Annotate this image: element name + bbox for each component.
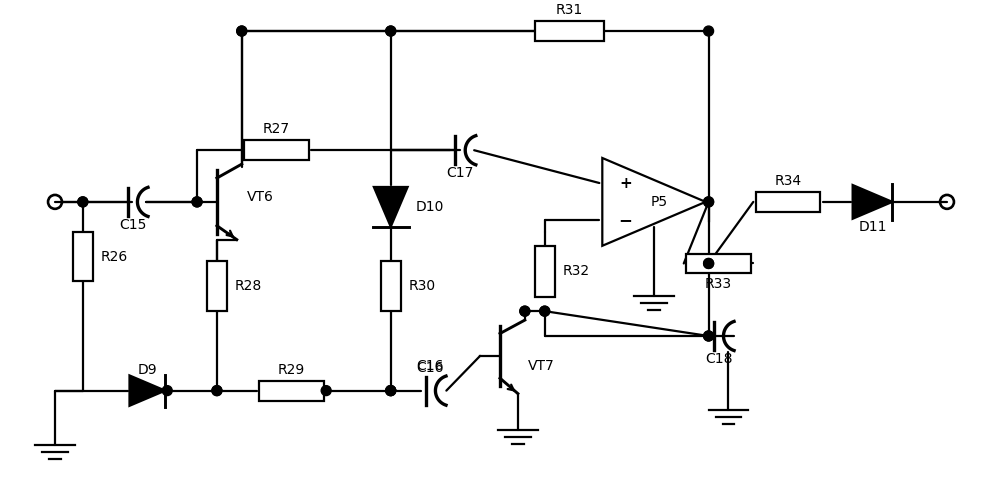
Circle shape [162,386,172,396]
FancyBboxPatch shape [535,246,555,297]
Circle shape [212,386,222,396]
FancyBboxPatch shape [73,232,93,281]
Circle shape [704,26,714,36]
Text: D9: D9 [138,363,157,377]
Circle shape [321,386,331,396]
Circle shape [78,197,88,207]
Polygon shape [853,185,892,219]
Circle shape [237,26,247,36]
Circle shape [386,386,396,396]
Circle shape [386,26,396,36]
Circle shape [540,306,550,316]
Circle shape [704,331,714,341]
Text: C18: C18 [705,352,732,366]
Polygon shape [129,375,165,406]
Circle shape [386,26,396,36]
FancyBboxPatch shape [207,261,227,311]
Circle shape [704,197,714,207]
Circle shape [192,197,202,207]
Polygon shape [374,187,408,227]
Text: VT6: VT6 [247,190,274,204]
Text: C16: C16 [417,361,444,375]
Circle shape [704,331,714,341]
Circle shape [78,197,88,207]
Text: C15: C15 [119,218,146,232]
Text: −: − [619,211,632,229]
FancyBboxPatch shape [244,140,309,160]
Text: R33: R33 [705,277,732,292]
Circle shape [386,386,396,396]
Text: D10: D10 [416,200,444,214]
Text: VT7: VT7 [528,359,555,373]
Circle shape [520,306,530,316]
FancyBboxPatch shape [381,261,401,311]
Circle shape [212,386,222,396]
Circle shape [704,258,714,268]
Text: R26: R26 [101,250,128,264]
Circle shape [192,197,202,207]
Circle shape [540,306,550,316]
Circle shape [520,306,530,316]
Text: R29: R29 [278,363,305,377]
Text: D11: D11 [858,220,887,234]
Polygon shape [602,158,706,246]
Text: R30: R30 [409,279,436,294]
Text: R32: R32 [563,265,590,279]
Circle shape [237,26,247,36]
Text: P5: P5 [650,195,667,209]
Text: C16: C16 [417,359,444,373]
FancyBboxPatch shape [259,381,324,401]
FancyBboxPatch shape [686,254,751,273]
Text: R34: R34 [775,174,802,188]
Circle shape [704,197,714,207]
FancyBboxPatch shape [535,21,604,41]
Circle shape [704,258,714,268]
Circle shape [386,386,396,396]
Text: R28: R28 [235,279,262,294]
Text: +: + [619,176,632,191]
Text: C17: C17 [447,166,474,180]
Text: R31: R31 [556,3,583,17]
Text: R27: R27 [263,122,290,136]
FancyBboxPatch shape [756,192,820,212]
